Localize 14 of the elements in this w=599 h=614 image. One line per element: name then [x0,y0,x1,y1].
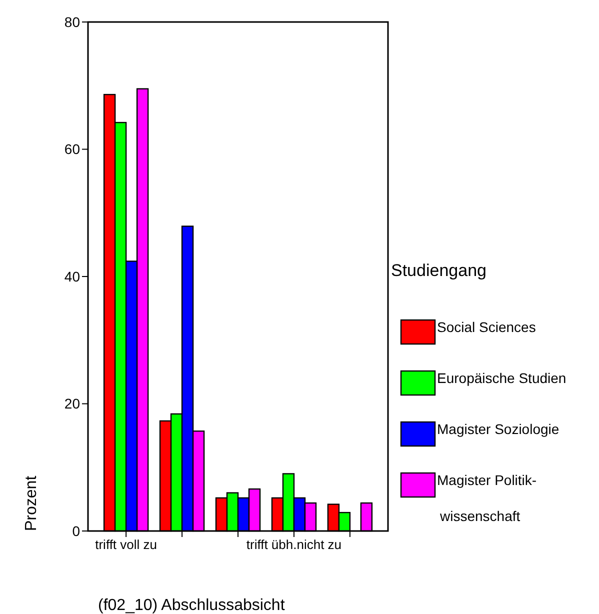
x-tick-label: trifft übh.nicht zu [246,537,342,552]
y-tick-label: 0 [72,522,80,539]
x-tick-label: trifft voll zu [95,537,158,552]
y-tick-label: 60 [64,141,80,158]
legend-label: Social Sciences [437,319,536,335]
y-axis-title: Prozent [23,475,40,531]
y-tick-label: 80 [64,14,80,30]
legend-title: Studiengang [391,261,486,280]
x-axis-title: (f02_10) Abschlussabsicht [98,597,286,614]
y-tick-label: 20 [64,396,80,412]
text: Magister Politik-wissenschaft [437,472,537,524]
legend-label: Magister Soziologie [437,421,560,437]
legend-label: Europäische Studien [437,370,566,386]
y-tick-label: 40 [64,268,80,284]
